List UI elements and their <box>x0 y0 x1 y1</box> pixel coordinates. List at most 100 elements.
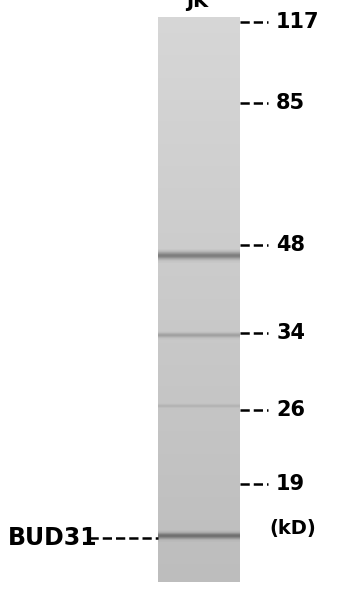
Bar <box>158 356 240 359</box>
Bar <box>158 533 240 534</box>
Bar <box>158 27 240 30</box>
Bar <box>158 158 240 160</box>
Bar <box>158 323 240 325</box>
Bar <box>158 540 240 541</box>
Bar <box>158 149 240 152</box>
Bar <box>158 253 240 254</box>
Bar <box>158 261 240 263</box>
Bar <box>158 335 240 336</box>
Bar <box>158 512 240 514</box>
Bar <box>158 148 240 150</box>
Bar <box>158 395 240 397</box>
Bar <box>158 486 240 489</box>
Bar <box>158 417 240 419</box>
Bar <box>158 536 240 538</box>
Bar <box>158 101 240 104</box>
Bar <box>158 532 240 534</box>
Bar <box>158 109 240 112</box>
Bar <box>158 245 240 248</box>
Bar <box>158 404 240 405</box>
Bar <box>158 533 240 534</box>
Bar <box>158 257 240 258</box>
Bar <box>158 547 240 549</box>
Bar <box>158 540 240 542</box>
Bar <box>158 335 240 336</box>
Bar <box>158 333 240 335</box>
Bar <box>158 351 240 353</box>
Bar <box>158 100 240 103</box>
Bar <box>158 537 240 539</box>
Bar <box>158 126 240 128</box>
Bar <box>158 234 240 237</box>
Bar <box>158 337 240 338</box>
Bar <box>158 532 240 533</box>
Bar <box>158 458 240 461</box>
Bar <box>158 355 240 358</box>
Bar <box>158 527 240 530</box>
Bar <box>158 537 240 539</box>
Bar <box>158 507 240 510</box>
Bar <box>158 540 240 542</box>
Bar <box>158 340 240 342</box>
Bar <box>158 409 240 410</box>
Bar <box>158 369 240 372</box>
Bar <box>158 178 240 181</box>
Bar <box>158 309 240 312</box>
Bar <box>158 122 240 124</box>
Bar <box>158 579 240 582</box>
Bar <box>158 151 240 153</box>
Bar <box>158 203 240 206</box>
Bar <box>158 538 240 540</box>
Bar <box>158 404 240 405</box>
Bar <box>158 418 240 421</box>
Bar <box>158 531 240 533</box>
Bar <box>158 145 240 148</box>
Bar <box>158 253 240 255</box>
Bar <box>158 253 240 254</box>
Bar <box>158 258 240 260</box>
Bar <box>158 279 240 281</box>
Bar <box>158 255 240 257</box>
Bar <box>158 545 240 548</box>
Bar <box>158 94 240 97</box>
Bar <box>158 404 240 405</box>
Bar <box>158 405 240 407</box>
Bar <box>158 79 240 81</box>
Bar <box>158 497 240 500</box>
Bar <box>158 73 240 76</box>
Bar <box>158 376 240 379</box>
Bar <box>158 537 240 539</box>
Bar <box>158 171 240 173</box>
Bar <box>158 406 240 408</box>
Bar <box>158 47 240 50</box>
Bar <box>158 420 240 422</box>
Bar <box>158 407 240 408</box>
Bar <box>158 416 240 418</box>
Bar <box>158 405 240 407</box>
Bar <box>158 558 240 560</box>
Bar <box>158 83 240 86</box>
Bar <box>158 275 240 277</box>
Bar <box>158 319 240 321</box>
Bar <box>158 250 240 251</box>
Bar <box>158 248 240 251</box>
Bar <box>158 159 240 162</box>
Bar <box>158 362 240 365</box>
Bar <box>158 280 240 283</box>
Bar <box>158 257 240 258</box>
Bar <box>158 409 240 411</box>
Bar <box>158 154 240 156</box>
Bar <box>158 378 240 381</box>
Bar <box>158 565 240 568</box>
Bar <box>158 540 240 542</box>
Bar <box>158 255 240 256</box>
Bar <box>158 285 240 287</box>
Bar <box>158 408 240 409</box>
Bar <box>158 260 240 261</box>
Bar <box>158 404 240 405</box>
Bar <box>158 471 240 473</box>
Bar <box>158 186 240 189</box>
Bar <box>158 531 240 532</box>
Bar <box>158 352 240 355</box>
Bar <box>158 260 240 262</box>
